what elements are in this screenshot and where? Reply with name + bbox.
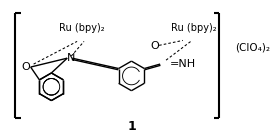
Text: 1: 1: [127, 120, 136, 133]
Text: (ClO₄)₂: (ClO₄)₂: [235, 42, 270, 52]
Text: Ru (bpy)₂: Ru (bpy)₂: [59, 23, 105, 33]
Text: O: O: [21, 62, 30, 72]
Text: =NH: =NH: [170, 59, 196, 69]
Text: N: N: [67, 53, 75, 63]
Text: Ru (bpy)₂: Ru (bpy)₂: [171, 23, 217, 33]
Text: O: O: [151, 41, 160, 51]
